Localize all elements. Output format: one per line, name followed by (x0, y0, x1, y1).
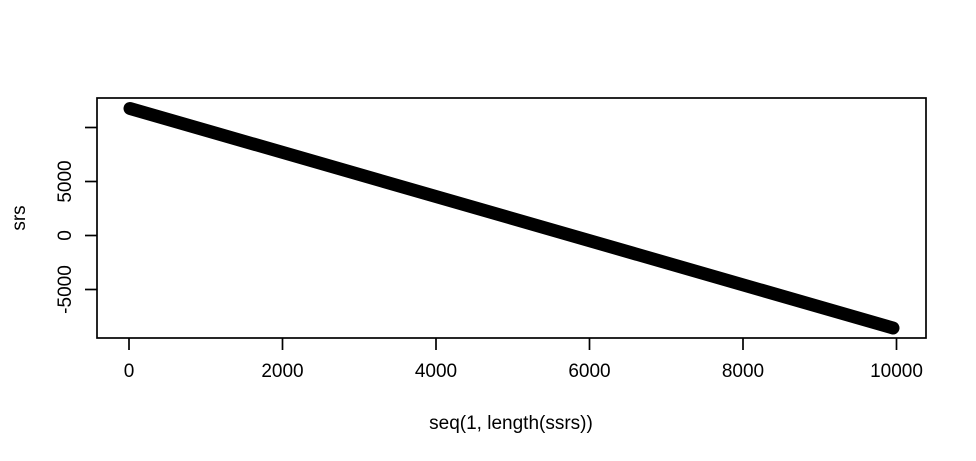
x-tick-label: 4000 (415, 361, 457, 382)
x-tick-label: 0 (124, 361, 135, 382)
y-tick-label: -5000 (55, 265, 76, 314)
x-axis-title: seq(1, length(ssrs)) (429, 413, 593, 434)
x-tick-label: 8000 (722, 361, 764, 382)
data-series-line (123, 102, 900, 335)
x-tick-label: 6000 (568, 361, 610, 382)
plot-box (96, 97, 927, 339)
x-axis-tick-labels: 0 2000 4000 6000 8000 10000 (124, 361, 923, 382)
x-axis-ticks (128, 338, 898, 350)
y-axis-tick-labels: 5000 0 -5000 (55, 160, 76, 313)
y-tick-label: 5000 (55, 160, 76, 202)
y-tick-label: 0 (55, 230, 76, 241)
x-tick-label: 2000 (261, 361, 303, 382)
y-axis-ticks (85, 126, 97, 291)
y-axis-title: srs (9, 205, 30, 230)
x-tick-label: 10000 (870, 361, 923, 382)
